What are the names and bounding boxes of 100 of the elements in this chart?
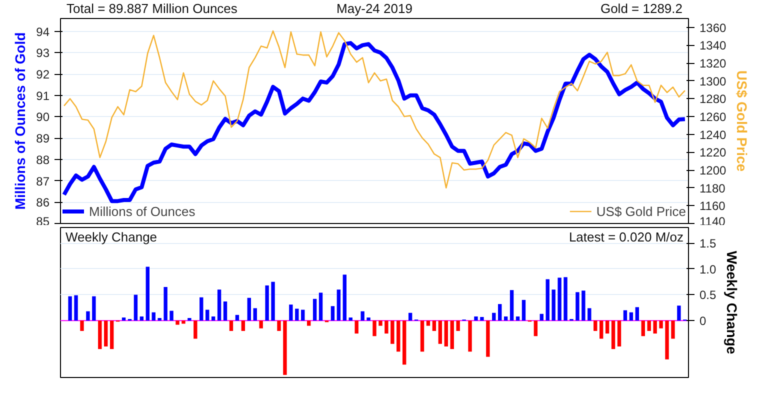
y-tick-label: 91 [36, 88, 50, 103]
bar [384, 320, 388, 334]
bar [396, 320, 400, 352]
y2-tick-label: 1280 [700, 92, 727, 106]
bar [122, 318, 126, 321]
bar [546, 279, 550, 321]
bar [629, 312, 634, 321]
bar [158, 318, 162, 321]
bar [259, 320, 263, 328]
bar [306, 320, 311, 326]
bar [659, 320, 663, 328]
bar [588, 308, 592, 321]
bar [623, 310, 628, 321]
bar [74, 295, 78, 321]
bar [611, 320, 616, 350]
bar [283, 320, 287, 375]
bar [504, 316, 508, 321]
bar [671, 320, 675, 339]
y-tick-label: 93 [36, 46, 50, 60]
bar [336, 290, 341, 321]
bar [152, 312, 156, 321]
bar [360, 311, 364, 321]
bar [665, 320, 669, 360]
bar [564, 277, 568, 321]
bar [289, 304, 293, 321]
bar [86, 311, 90, 321]
bar [223, 301, 228, 321]
chart-title: Weekly Change [66, 230, 158, 244]
y-tick-label: 0.5 [700, 288, 717, 302]
bar [486, 320, 490, 357]
line-series [63, 30, 686, 188]
bar [265, 285, 269, 321]
bar [247, 298, 251, 321]
bar [378, 320, 382, 326]
text: Total = 89.887 Million Ounces [66, 1, 238, 16]
bar [217, 290, 222, 321]
y-tick-label: 1.5 [700, 236, 717, 251]
bar [241, 320, 246, 331]
bar [450, 320, 454, 350]
bar [318, 292, 323, 321]
annotation: Latest = 0.020 M/oz [568, 230, 684, 244]
bar [211, 316, 216, 321]
bar [653, 320, 657, 334]
y-tick-label: 88 [36, 152, 50, 167]
bar [146, 266, 150, 321]
bar [277, 320, 281, 331]
bar [492, 312, 496, 321]
bar [432, 320, 436, 331]
bar [372, 320, 376, 336]
bar [312, 298, 317, 321]
bar [330, 306, 335, 321]
y-tick-label: 87 [36, 174, 50, 188]
bar [540, 314, 544, 321]
bar [390, 320, 394, 344]
bar [164, 286, 168, 321]
line-series [62, 41, 687, 204]
y2-tick-label: 1240 [700, 128, 727, 142]
y2-tick-label: 1260 [700, 110, 727, 124]
bar [534, 320, 538, 336]
y2-tick-label: 1160 [700, 199, 726, 214]
bar [510, 290, 514, 321]
bar [677, 306, 681, 321]
bar [635, 307, 640, 321]
bar [348, 318, 352, 321]
bar [182, 320, 186, 324]
y-tick-label: 86 [36, 196, 50, 210]
bar [188, 318, 192, 321]
bar [271, 282, 275, 321]
bar [342, 274, 347, 321]
legend-label: Millions of Ounces [89, 204, 196, 218]
y-axis-title: Millions of Ounces of Gold [12, 32, 28, 210]
bar [68, 296, 72, 321]
bar [170, 310, 174, 321]
y2-tick-label: 1180 [700, 181, 726, 196]
bar [426, 320, 430, 326]
y-tick-label: 90 [36, 110, 50, 124]
text: May-24 2019 [336, 1, 412, 16]
bar [134, 294, 138, 321]
y2-tick-label: 1200 [700, 164, 727, 178]
y2-tick-label: 1300 [700, 74, 727, 88]
bar [558, 278, 562, 321]
bar [229, 320, 234, 331]
bar [366, 318, 370, 321]
bar [235, 314, 240, 321]
bar [576, 292, 580, 321]
bar [641, 320, 645, 336]
bar [605, 320, 610, 334]
bar [104, 320, 108, 346]
bar [420, 320, 424, 352]
bar [456, 320, 460, 331]
bar [552, 290, 556, 321]
y-tick-label: 89 [36, 132, 50, 146]
bar [80, 320, 84, 331]
bar [617, 320, 622, 346]
bar [98, 320, 102, 350]
bar [516, 316, 520, 321]
bar [498, 304, 502, 321]
legend-label: US$ Gold Price [596, 204, 686, 218]
bar [468, 320, 472, 352]
bar [582, 290, 586, 321]
